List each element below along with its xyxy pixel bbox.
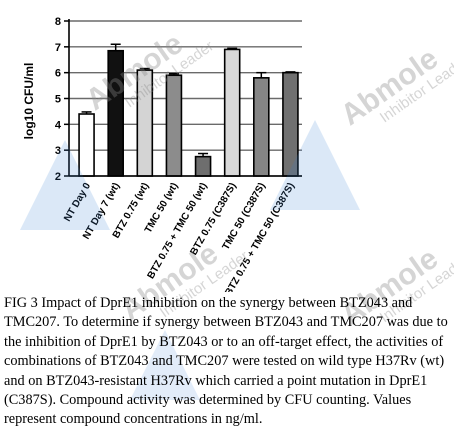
y-axis-label: log10 CFU/ml — [22, 63, 36, 140]
bar-chart: 2 3 4 5 6 7 8 NT Day 0NT Day 7 (wt)BTZ 0.75 (w… — [22, 16, 302, 292]
y-tick-label: 4 — [55, 119, 62, 131]
bar — [194, 155, 212, 177]
y-tick-label: 8 — [55, 16, 61, 28]
bar — [78, 113, 95, 177]
x-tick-labels: NT Day 0NT Day 7 (wt)BTZ 0.75 (wt)TMC 50… — [62, 181, 297, 292]
y-tick-label: 3 — [55, 145, 61, 157]
y-axis: 2 3 4 5 6 7 8 — [55, 16, 302, 183]
y-tick-label: 5 — [55, 94, 61, 106]
x-tick-label: NT Day 0 — [62, 181, 93, 224]
y-tick-label: 2 — [55, 171, 61, 183]
y-tick-label: 7 — [55, 42, 61, 54]
bars — [78, 48, 299, 177]
bar — [136, 69, 154, 177]
bar — [107, 49, 124, 177]
bar — [223, 48, 241, 177]
figure-caption: FIG 3 Impact of DprE1 inhibition on the … — [4, 295, 448, 428]
bar — [253, 77, 270, 177]
bar — [165, 74, 183, 177]
bar — [282, 71, 299, 177]
error-bars — [81, 43, 296, 157]
y-tick-label: 6 — [55, 68, 61, 80]
